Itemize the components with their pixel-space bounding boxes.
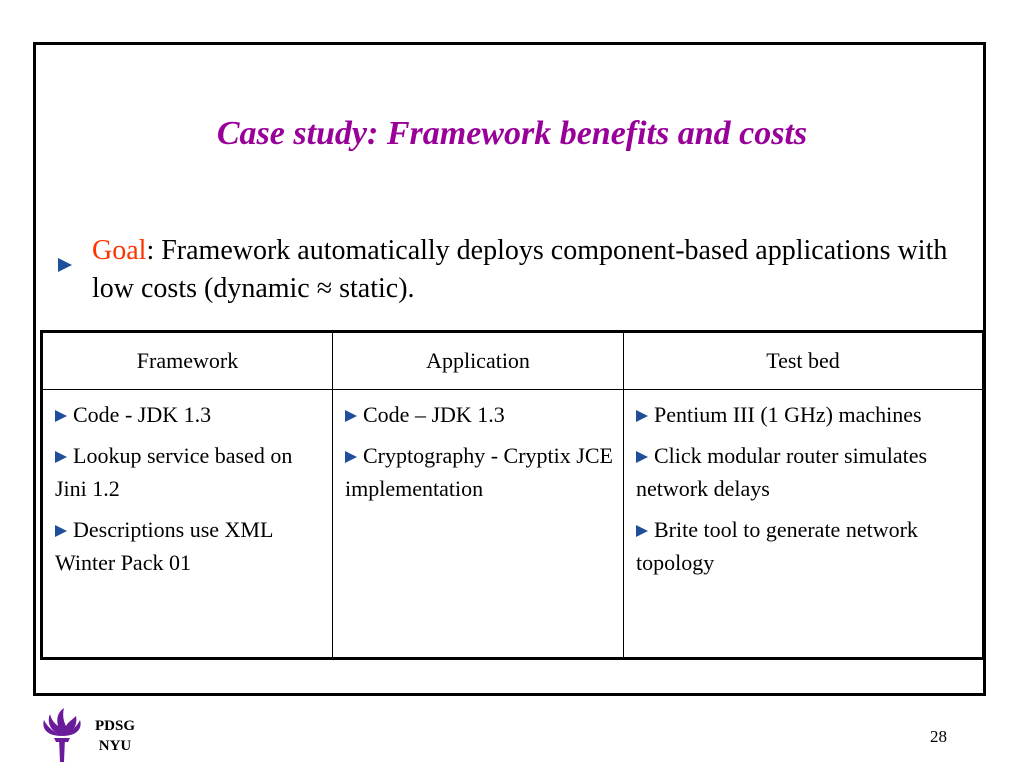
- page-number: 28: [930, 727, 947, 746]
- list-item: Code - JDK 1.3: [55, 398, 324, 431]
- header-framework: Framework: [41, 331, 333, 390]
- list-item-text: Lookup service based on Jini 1.2: [55, 443, 293, 501]
- framework-cell: Code - JDK 1.3 Lookup service based on J…: [41, 389, 333, 659]
- list-item: Descriptions use XML Winter Pack 01: [55, 513, 324, 579]
- logo-line-pdsg: PDSG: [94, 718, 135, 734]
- list-item: Code – JDK 1.3: [345, 398, 615, 431]
- application-cell: Code – JDK 1.3 Cryptography - Cryptix JC…: [332, 389, 624, 659]
- goal-description: : Framework automatically deploys compon…: [92, 235, 948, 304]
- list-item: Cryptography - Cryptix JCE implementatio…: [345, 439, 615, 505]
- list-item: Click modular router simulates network d…: [636, 439, 974, 505]
- logo-text: PDSG NYU: [85, 716, 145, 756]
- comparison-table: Framework Application Test bed Code - JD…: [40, 330, 985, 660]
- header-application: Application: [332, 331, 624, 390]
- triangle-bullet-icon: [55, 410, 67, 422]
- table-row: Code - JDK 1.3 Lookup service based on J…: [41, 389, 984, 659]
- goal-text: Goal: Framework automatically deploys co…: [92, 232, 958, 308]
- logo-line-nyu: NYU: [98, 738, 132, 754]
- triangle-bullet-icon: [636, 525, 648, 537]
- goal-label: Goal: [92, 235, 147, 266]
- triangle-bullet-icon: [636, 451, 648, 463]
- triangle-bullet-icon: [55, 451, 67, 463]
- list-item-text: Pentium III (1 GHz) machines: [654, 402, 922, 427]
- nyu-torch-logo-icon: [43, 708, 81, 762]
- goal-bullet-point: Goal: Framework automatically deploys co…: [58, 232, 958, 308]
- header-test-bed: Test bed: [623, 331, 984, 390]
- list-item: Pentium III (1 GHz) machines: [636, 398, 974, 431]
- triangle-bullet-icon: [345, 410, 357, 422]
- list-item-text: Brite tool to generate network topology: [636, 517, 918, 575]
- triangle-bullet-icon: [58, 245, 78, 283]
- list-item: Brite tool to generate network topology: [636, 513, 974, 579]
- list-item-text: Descriptions use XML Winter Pack 01: [55, 517, 273, 575]
- triangle-bullet-icon: [55, 525, 67, 537]
- list-item: Lookup service based on Jini 1.2: [55, 439, 324, 505]
- slide-title: Case study: Framework benefits and costs: [216, 115, 808, 152]
- list-item-text: Click modular router simulates network d…: [636, 443, 928, 501]
- triangle-bullet-icon: [345, 451, 357, 463]
- list-item-text: Code – JDK 1.3: [363, 402, 505, 427]
- triangle-bullet-icon: [636, 410, 648, 422]
- list-item-text: Cryptography - Cryptix JCE implementatio…: [345, 443, 613, 501]
- test-bed-cell: Pentium III (1 GHz) machines Click modul…: [623, 389, 984, 659]
- table-header-row: Framework Application Test bed: [41, 331, 984, 390]
- list-item-text: Code - JDK 1.3: [73, 402, 212, 427]
